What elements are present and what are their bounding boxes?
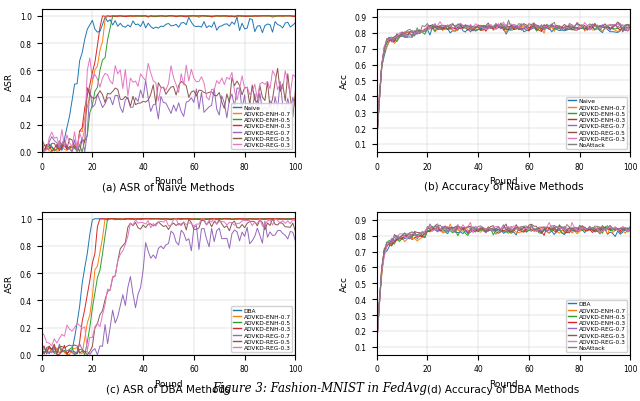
Text: (b) Accuracy of Naive Methods: (b) Accuracy of Naive Methods: [424, 182, 583, 192]
X-axis label: Round: Round: [154, 177, 183, 186]
Text: (d) Accuracy of DBA Methods: (d) Accuracy of DBA Methods: [428, 384, 580, 394]
Text: Figure 3: Fashion-MNIST in FedAvg: Figure 3: Fashion-MNIST in FedAvg: [212, 381, 428, 394]
X-axis label: Round: Round: [154, 379, 183, 388]
X-axis label: Round: Round: [489, 177, 518, 186]
Text: (a) ASR of Naive Methods: (a) ASR of Naive Methods: [102, 182, 235, 192]
Legend: Naive, ADVKD-ENH-0.7, ADVKD-ENH-0.5, ADVKD-ENH-0.3, ADVKD-REG-0.7, ADVKD-REG-0.5: Naive, ADVKD-ENH-0.7, ADVKD-ENH-0.5, ADV…: [566, 97, 627, 150]
Y-axis label: Acc: Acc: [340, 275, 349, 292]
Y-axis label: ASR: ASR: [5, 72, 14, 90]
Legend: DBA, ADVKD-ENH-0.7, ADVKD-ENH-0.5, ADVKD-ENH-0.3, ADVKD-REG-0.7, ADVKD-REG-0.5, : DBA, ADVKD-ENH-0.7, ADVKD-ENH-0.5, ADVKD…: [231, 306, 292, 352]
Y-axis label: Acc: Acc: [340, 73, 349, 89]
Text: (c) ASR of DBA Methods: (c) ASR of DBA Methods: [106, 384, 231, 394]
Y-axis label: ASR: ASR: [5, 275, 14, 293]
X-axis label: Round: Round: [489, 379, 518, 388]
Legend: Naive, ADVKD-ENH-0.7, ADVKD-ENH-0.5, ADVKD-ENH-0.3, ADVKD-REG-0.7, ADVKD-REG-0.5: Naive, ADVKD-ENH-0.7, ADVKD-ENH-0.5, ADV…: [231, 103, 292, 150]
Legend: DBA, ADVKD-ENH-0.7, ADVKD-ENH-0.5, ADVKD-ENH-0.3, ADVKD-REG-0.7, ADVKD-REG-0.5, : DBA, ADVKD-ENH-0.7, ADVKD-ENH-0.5, ADVKD…: [566, 300, 627, 352]
